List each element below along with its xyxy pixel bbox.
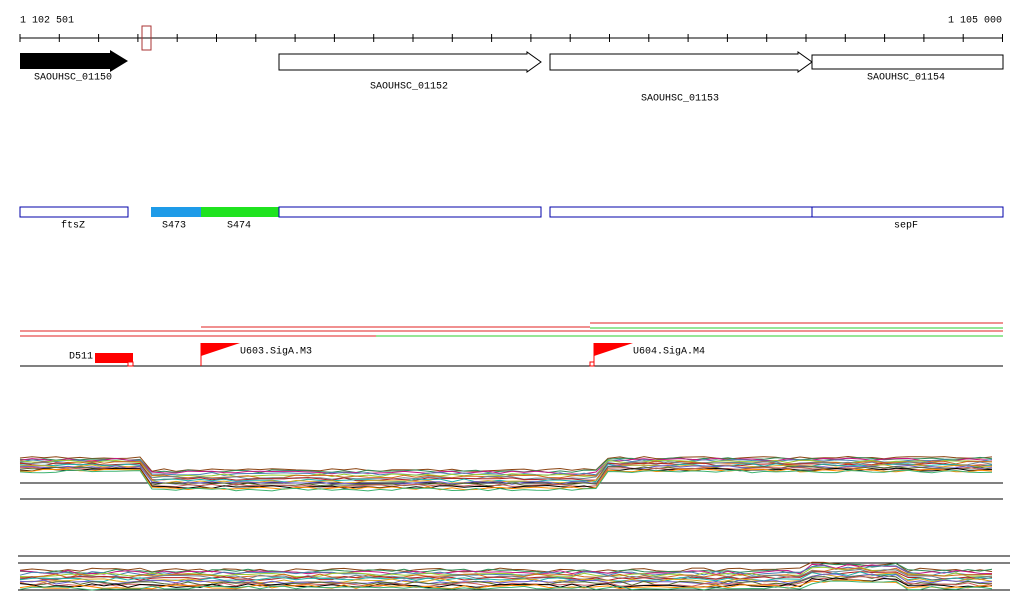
expression-line — [19, 574, 993, 586]
expression-line — [19, 572, 993, 584]
feature-block[interactable] — [95, 353, 133, 363]
feature-label: D511 — [69, 352, 93, 363]
expression-line — [19, 573, 993, 585]
expression-line — [19, 455, 993, 472]
promoter-flag[interactable] — [594, 343, 633, 356]
expression-line — [19, 561, 993, 573]
feature-label: U603.SigA.M3 — [240, 346, 312, 358]
transcript[interactable] — [151, 207, 201, 217]
gene-arrow[interactable] — [549, 51, 813, 73]
transcript-label: S474 — [227, 221, 251, 232]
ruler-ticks — [19, 34, 1003, 42]
gene-label: SAOUHSC_01154 — [867, 73, 945, 84]
expression-line — [19, 580, 993, 591]
transcript-label: ftsZ — [61, 220, 85, 232]
expression-line — [19, 457, 993, 475]
expression-line — [19, 465, 993, 487]
ruler-end: 1 105 000 — [948, 16, 1002, 27]
expression-line — [19, 461, 993, 480]
expression-profiles — [19, 455, 993, 591]
transcript[interactable] — [278, 206, 542, 218]
gene-label: SAOUHSC_01153 — [641, 94, 719, 105]
expression-line — [19, 563, 993, 575]
promoter-flag[interactable] — [201, 343, 240, 356]
expression-line — [19, 562, 993, 574]
expression-line — [19, 456, 993, 474]
feature-tick — [589, 361, 595, 367]
gene-box[interactable] — [811, 54, 1004, 70]
gene-arrow[interactable] — [278, 51, 542, 73]
transcript[interactable] — [19, 206, 129, 218]
transcript[interactable] — [201, 207, 279, 217]
viewport-marker[interactable] — [141, 25, 152, 51]
expression-line — [19, 464, 993, 485]
transcript-label: sepF — [894, 221, 918, 232]
gene-label: SAOUHSC_01152 — [370, 82, 448, 93]
gene-arrow[interactable] — [20, 50, 128, 72]
gene-label: SAOUHSC_01150 — [34, 73, 112, 84]
transcript[interactable] — [549, 206, 813, 218]
ruler-start: 1 102 501 — [20, 16, 74, 27]
expression-line — [19, 469, 993, 492]
expression-line — [19, 568, 993, 580]
feature-label: U604.SigA.M4 — [633, 346, 705, 358]
transcript[interactable] — [811, 206, 1004, 218]
expression-line — [19, 577, 993, 589]
feature-tick — [127, 361, 134, 367]
expression-line — [19, 571, 993, 581]
transcript-label: S473 — [162, 221, 186, 232]
